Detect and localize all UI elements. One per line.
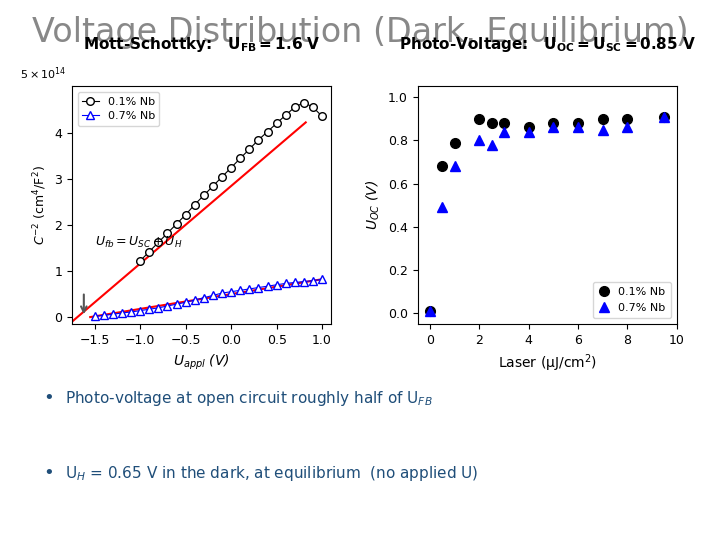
Y-axis label: $U_{OC}$ (V): $U_{OC}$ (V) — [365, 180, 382, 231]
0.7% Nb — [245, 286, 253, 292]
0.7% Nb — [227, 288, 235, 295]
0.1% Nb — [426, 308, 434, 314]
0.1% Nb — [163, 230, 172, 237]
0.7% Nb — [574, 124, 582, 131]
0.7% Nb — [209, 292, 217, 299]
0.7% Nb — [154, 305, 163, 311]
0.1% Nb — [264, 129, 272, 135]
0.1% Nb — [598, 116, 607, 122]
0.1% Nb — [475, 116, 484, 122]
Line: 0.7% Nb: 0.7% Nb — [91, 275, 326, 320]
0.7% Nb — [127, 309, 135, 315]
0.1% Nb — [227, 164, 235, 171]
0.7% Nb — [318, 276, 326, 282]
Text: U$_H$ = 0.65 V in the dark, at equilibrium  (no applied U): U$_H$ = 0.65 V in the dark, at equilibri… — [65, 464, 478, 483]
0.1% Nb — [524, 124, 533, 131]
0.7% Nb — [524, 129, 533, 135]
Text: •: • — [43, 389, 54, 407]
0.7% Nb — [181, 299, 190, 306]
0.7% Nb — [438, 204, 446, 211]
0.7% Nb — [487, 141, 496, 148]
0.7% Nb — [117, 309, 126, 316]
Text: •: • — [43, 464, 54, 482]
Line: 0.1% Nb: 0.1% Nb — [425, 112, 670, 316]
Legend: 0.1% Nb, 0.7% Nb: 0.1% Nb, 0.7% Nb — [78, 92, 159, 126]
0.1% Nb — [549, 120, 558, 126]
0.7% Nb — [282, 280, 290, 287]
0.1% Nb — [450, 139, 459, 146]
0.1% Nb — [136, 258, 145, 264]
0.1% Nb — [199, 192, 208, 199]
0.1% Nb — [272, 120, 281, 126]
0.1% Nb — [282, 112, 290, 118]
0.1% Nb — [245, 146, 253, 152]
0.1% Nb — [217, 173, 226, 180]
0.1% Nb — [318, 113, 326, 120]
0.7% Nb — [163, 303, 172, 309]
0.1% Nb — [623, 116, 631, 122]
0.7% Nb — [660, 113, 669, 120]
Text: Mott-Schottky:   $\mathbf{U_{FB} = 1.6\ V}$: Mott-Schottky: $\mathbf{U_{FB} = 1.6\ V}… — [83, 35, 320, 54]
0.1% Nb — [191, 201, 199, 208]
Text: Photo-voltage at open circuit roughly half of U$_{FB}$: Photo-voltage at open circuit roughly ha… — [65, 389, 433, 408]
0.7% Nb — [199, 294, 208, 301]
Legend: 0.1% Nb, 0.7% Nb: 0.1% Nb, 0.7% Nb — [593, 282, 671, 319]
0.7% Nb — [145, 306, 153, 313]
X-axis label: Laser (μJ/cm$^2$): Laser (μJ/cm$^2$) — [498, 352, 597, 374]
0.1% Nb — [181, 212, 190, 218]
0.7% Nb — [236, 287, 245, 294]
0.1% Nb — [145, 248, 153, 255]
Text: Voltage Distribution (Dark, Equilibrium): Voltage Distribution (Dark, Equilibrium) — [32, 16, 688, 49]
0.7% Nb — [623, 124, 631, 131]
0.1% Nb — [172, 221, 181, 227]
0.1% Nb — [254, 137, 263, 143]
Text: $U_{fb} = U_{SC} + U_H$: $U_{fb} = U_{SC} + U_H$ — [95, 234, 182, 249]
0.1% Nb — [574, 120, 582, 126]
0.7% Nb — [99, 312, 108, 319]
0.7% Nb — [91, 313, 99, 319]
0.7% Nb — [109, 311, 117, 318]
0.1% Nb — [209, 183, 217, 190]
0.7% Nb — [475, 137, 484, 144]
0.7% Nb — [264, 283, 272, 289]
0.7% Nb — [300, 278, 308, 285]
0.1% Nb — [438, 163, 446, 170]
0.7% Nb — [172, 301, 181, 307]
Y-axis label: $C^{-2}$ (cm$^{4}$/F$^{2}$): $C^{-2}$ (cm$^{4}$/F$^{2}$) — [31, 165, 49, 245]
0.1% Nb — [309, 104, 318, 110]
Line: 0.7% Nb: 0.7% Nb — [425, 112, 670, 316]
0.1% Nb — [154, 239, 163, 246]
Line: 0.1% Nb: 0.1% Nb — [136, 99, 326, 265]
0.1% Nb — [300, 99, 308, 106]
0.7% Nb — [450, 163, 459, 170]
0.7% Nb — [290, 279, 299, 286]
X-axis label: $U_{appl}$ (V): $U_{appl}$ (V) — [174, 352, 230, 372]
0.1% Nb — [236, 155, 245, 161]
0.7% Nb — [500, 129, 508, 135]
0.7% Nb — [598, 126, 607, 133]
0.1% Nb — [487, 120, 496, 126]
0.7% Nb — [549, 124, 558, 131]
0.7% Nb — [272, 281, 281, 288]
0.1% Nb — [500, 120, 508, 126]
0.7% Nb — [426, 308, 434, 314]
0.7% Nb — [254, 285, 263, 291]
0.7% Nb — [136, 307, 145, 314]
Text: Photo-Voltage:   $\mathbf{U_{OC} = U_{SC} = 0.85\ V}$: Photo-Voltage: $\mathbf{U_{OC} = U_{SC} … — [399, 35, 696, 54]
0.7% Nb — [217, 290, 226, 296]
0.7% Nb — [309, 278, 318, 284]
0.1% Nb — [660, 113, 669, 120]
0.7% Nb — [191, 297, 199, 303]
0.1% Nb — [290, 104, 299, 110]
Text: $5\times10^{14}$: $5\times10^{14}$ — [20, 65, 67, 82]
